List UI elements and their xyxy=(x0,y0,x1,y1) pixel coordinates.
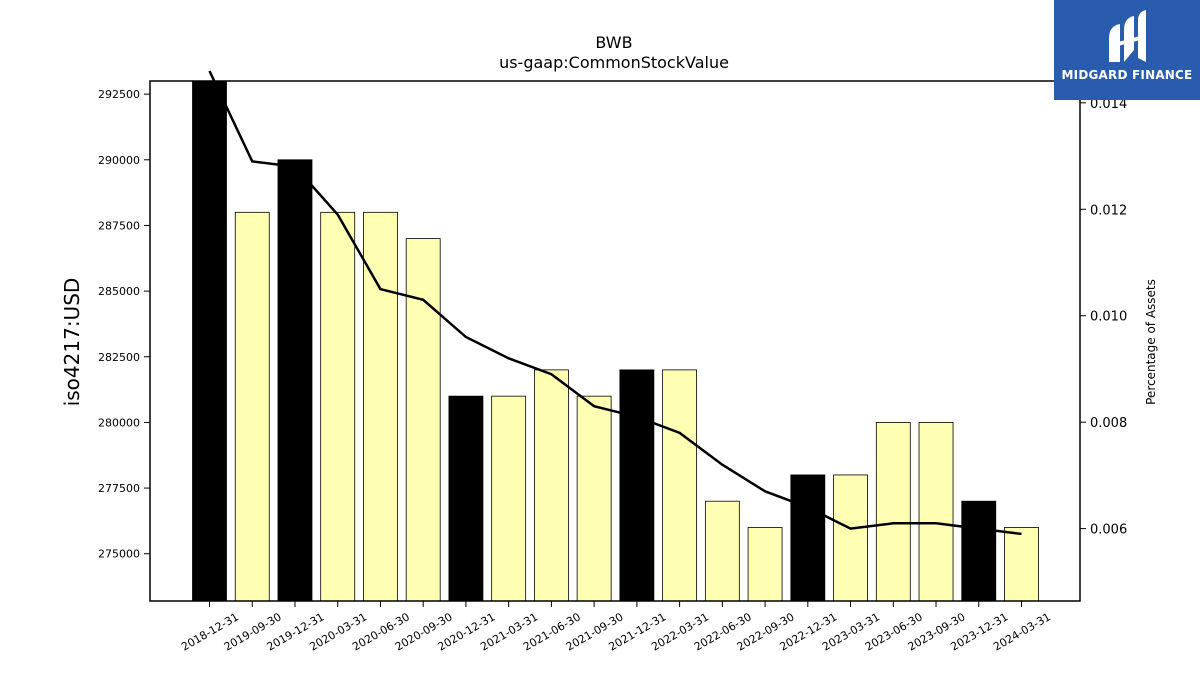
plot-frame xyxy=(149,80,1081,602)
logo-mark-icon xyxy=(1109,10,1146,62)
bar-2021-03-31 xyxy=(491,395,527,602)
y2-tick-label: 0.006 xyxy=(1090,523,1127,538)
bar-2021-06-30 xyxy=(533,369,569,602)
y-tick-label: 277500 xyxy=(98,482,140,495)
y2-tick-label: 0.010 xyxy=(1090,310,1127,325)
y2-tick-label: 0.014 xyxy=(1090,97,1127,112)
chart-subtitle: us-gaap:CommonStockValue xyxy=(499,53,729,72)
bar-2023-06-30 xyxy=(875,422,911,602)
y-tick-label: 280000 xyxy=(98,416,140,429)
chart-title: BWB xyxy=(595,33,632,52)
y-tick-label: 285000 xyxy=(98,285,140,298)
y-tick-label: 275000 xyxy=(98,548,140,561)
y-tick-label: 292500 xyxy=(98,88,140,101)
bar-2022-09-30 xyxy=(747,527,783,602)
y-axis: 275000 277500 280000 282500 285000 287500 2900… xyxy=(98,88,150,561)
bar-2024-03-31 xyxy=(1004,527,1039,602)
bar-2022-06-30 xyxy=(704,500,740,602)
bar-2021-09-30 xyxy=(576,395,612,602)
y-tick-label: 287500 xyxy=(98,219,140,232)
bar-2019-09-30 xyxy=(234,211,270,602)
bar-2023-12-31 xyxy=(961,500,997,602)
y2-axis: 0.006 0.008 0.010 0.012 0.014 xyxy=(1080,97,1127,538)
bar-2021-12-31 xyxy=(619,369,655,602)
bar-2020-12-31 xyxy=(448,395,484,602)
bar-2020-09-30 xyxy=(405,238,441,602)
bar-2020-06-30 xyxy=(363,211,398,602)
percentage-line xyxy=(208,70,1022,536)
y-tick-label: 282500 xyxy=(98,351,140,364)
logo-text: MIDGARD FINANCE xyxy=(1061,68,1193,82)
bar-2018-12-31 xyxy=(192,80,227,602)
bar-2020-03-31 xyxy=(320,211,356,602)
bar-2022-12-31 xyxy=(790,474,826,602)
y2-tick-label: 0.012 xyxy=(1090,203,1127,218)
y-tick-label: 290000 xyxy=(98,154,140,167)
bar-2019-12-31 xyxy=(277,159,313,602)
y2-tick-label: 0.008 xyxy=(1090,416,1127,431)
y-axis-label: iso4217:USD xyxy=(60,278,84,407)
y2-axis-label: Percentage of Assets xyxy=(1144,279,1158,405)
bar-2022-03-31 xyxy=(662,369,698,602)
x-axis: 2018-12-312019-09-302019-12-312020-03-31… xyxy=(179,601,1053,654)
midgard-finance-logo: MIDGARD FINANCE xyxy=(1054,0,1200,100)
bar-2023-03-31 xyxy=(833,474,868,602)
bar-2023-09-30 xyxy=(918,422,954,602)
